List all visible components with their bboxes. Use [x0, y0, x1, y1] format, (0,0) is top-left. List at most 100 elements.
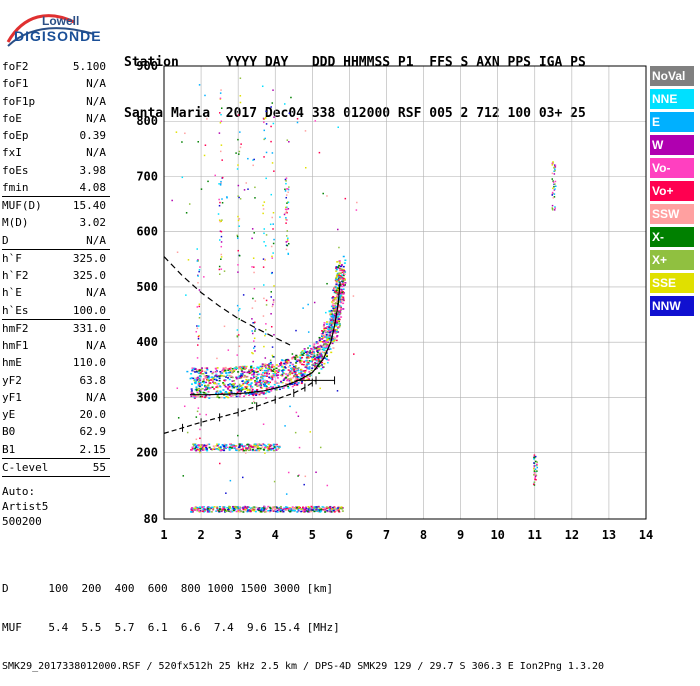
echo-point — [206, 449, 209, 452]
echo-point — [285, 382, 288, 385]
echo-point — [333, 310, 336, 312]
echo-point — [270, 193, 273, 196]
echo-point — [326, 321, 329, 323]
echo-point — [207, 180, 209, 183]
echo-point — [261, 509, 264, 511]
echo-point — [554, 169, 556, 172]
echo-point — [231, 447, 234, 449]
echo-point — [232, 371, 235, 373]
echo-point — [212, 376, 215, 379]
echo-point — [236, 448, 239, 450]
echo-point — [551, 178, 554, 180]
echo-point — [248, 506, 251, 509]
echo-point — [273, 506, 276, 508]
echo-point — [228, 391, 231, 394]
echo-point — [251, 368, 254, 371]
echo-point — [325, 337, 328, 339]
echo-point — [324, 511, 327, 513]
echo-point — [244, 386, 247, 388]
echo-point — [554, 183, 556, 185]
echo-point — [207, 385, 210, 387]
echo-point — [294, 365, 297, 367]
echo-point — [216, 357, 218, 360]
echo-point — [183, 405, 186, 408]
echo-point — [317, 357, 320, 360]
echo-point — [264, 366, 267, 369]
echo-point — [236, 388, 239, 391]
echo-point — [235, 506, 238, 509]
param-separator — [2, 476, 110, 477]
echo-point — [534, 471, 537, 474]
echo-point — [319, 357, 322, 359]
echo-point — [234, 506, 237, 508]
echo-point — [332, 317, 335, 320]
echo-point — [315, 508, 318, 511]
echo-point — [236, 506, 239, 508]
echo-point — [554, 166, 557, 168]
echo-point — [330, 322, 333, 325]
echo-point — [235, 395, 238, 398]
echo-point — [238, 196, 240, 199]
x-tick-label: 11 — [528, 528, 542, 542]
echo-point — [286, 378, 289, 380]
param-value: 331.0 — [72, 321, 106, 335]
echo-point — [277, 374, 280, 376]
echo-point — [252, 392, 255, 394]
echo-point — [199, 388, 202, 391]
echo-point — [265, 367, 268, 370]
echo-point — [255, 382, 258, 384]
echo-point — [335, 297, 338, 299]
echo-point — [332, 300, 335, 303]
echo-point — [288, 361, 291, 363]
echo-point — [535, 460, 537, 463]
echo-point — [264, 365, 267, 368]
echo-point — [303, 370, 306, 372]
echo-point — [270, 291, 273, 293]
echo-point — [219, 449, 222, 452]
echo-point — [322, 508, 325, 511]
echo-point — [199, 506, 202, 509]
echo-point — [259, 384, 262, 387]
echo-point — [227, 386, 230, 389]
echo-point — [192, 445, 195, 447]
echo-point — [330, 305, 333, 308]
echo-point — [201, 384, 204, 386]
echo-point — [253, 397, 255, 400]
echo-point — [225, 391, 228, 394]
echo-point — [338, 305, 341, 307]
echo-point — [553, 189, 556, 191]
echo-point — [271, 257, 274, 259]
x-tick-label: 4 — [272, 528, 279, 542]
echo-point — [310, 360, 313, 363]
echo-point — [324, 349, 327, 352]
echo-point — [333, 330, 336, 332]
echo-point — [221, 202, 224, 204]
echo-point — [265, 397, 267, 399]
echo-point — [297, 506, 300, 508]
echo-point — [280, 363, 283, 365]
echo-point — [237, 114, 240, 116]
echo-point — [247, 388, 250, 391]
echo-point — [196, 448, 199, 451]
echo-point — [194, 447, 197, 450]
echo-point — [221, 159, 223, 161]
echo-point — [242, 508, 245, 511]
echo-point — [243, 376, 246, 379]
echo-point — [286, 208, 288, 211]
x-tick-label: 1 — [160, 528, 167, 542]
echo-point — [328, 334, 331, 337]
echo-point — [287, 471, 290, 474]
echo-point — [220, 182, 222, 184]
echo-point — [551, 164, 554, 166]
echo-point — [313, 358, 316, 361]
echo-point — [218, 198, 220, 201]
echo-point — [255, 394, 258, 396]
echo-point — [252, 322, 254, 324]
echo-point — [340, 297, 343, 299]
echo-point — [249, 391, 252, 393]
echo-point — [286, 206, 288, 209]
echo-point — [308, 345, 311, 347]
echo-point — [264, 137, 266, 140]
echo-point — [226, 446, 229, 449]
echo-point — [278, 369, 281, 371]
